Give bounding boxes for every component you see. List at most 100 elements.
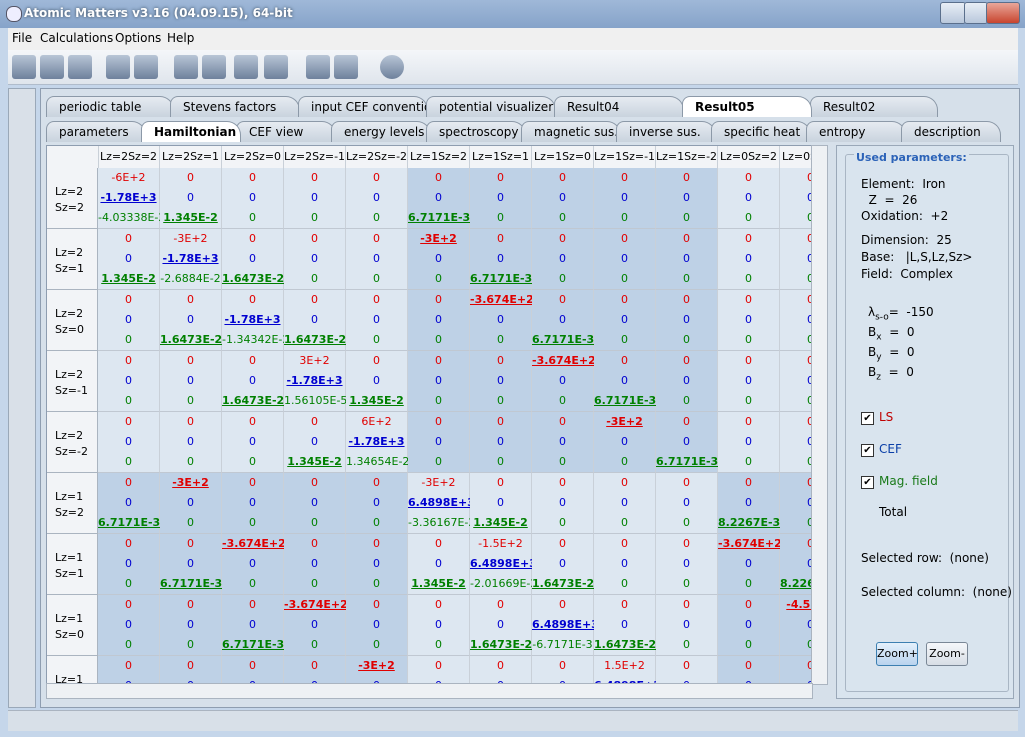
matrix-cell[interactable]: 000: [780, 229, 812, 290]
matrix-cell[interactable]: 0 0 6.7171E-3: [98, 473, 160, 534]
result-tab[interactable]: potential visualizer: [426, 96, 556, 117]
menu-item[interactable]: Options: [115, 31, 162, 45]
result-tab[interactable]: Result02: [810, 96, 938, 117]
matrix-cell[interactable]: 000: [780, 656, 812, 684]
matrix-cell[interactable]: 000: [284, 656, 346, 684]
input-button[interactable]: [174, 55, 198, 79]
result-tab[interactable]: Stevens factors: [170, 96, 300, 117]
matrix-cell[interactable]: 000: [470, 656, 532, 684]
matrix-cell[interactable]: 0 0 1.6473E-2: [470, 595, 532, 656]
matrix-cell[interactable]: 0 0 1.345E-2: [98, 229, 160, 290]
matrix-cell[interactable]: 0 0 6.7171E-3: [470, 229, 532, 290]
matrix-cell[interactable]: 0 0 8.2267E-3: [780, 534, 812, 595]
matrix-cell[interactable]: 0 0 6.7171E-3: [222, 595, 284, 656]
matrix-cell[interactable]: 0 0 1.345E-2: [346, 351, 408, 412]
view-tab[interactable]: specific heat: [711, 121, 811, 142]
matrix-cell[interactable]: -6E+2 -1.78E+3 -4.03338E-2: [98, 168, 165, 229]
matrix-cell[interactable]: 000: [780, 168, 812, 229]
matrix-cell[interactable]: 0 0 6.7171E-3: [160, 534, 222, 595]
matrix-cell[interactable]: 0 0 6.7171E-3: [408, 168, 470, 229]
matrix-cell[interactable]: 0 0 1.345E-2: [284, 412, 346, 473]
matrix-cell[interactable]: -3.674E+2 0 0: [284, 595, 348, 656]
matrix-cell[interactable]: 0 0 1.345E-2: [408, 534, 470, 595]
matrix-cell[interactable]: 0 0 1.6473E-2: [222, 351, 284, 412]
matrix-cell[interactable]: -3E+200: [346, 656, 408, 684]
view-tab[interactable]: parameters: [46, 121, 146, 142]
view-tab[interactable]: magnetic sus.: [521, 121, 621, 142]
calculator-button[interactable]: [202, 55, 226, 79]
matrix-cell[interactable]: -3.674E+2 0 0: [470, 290, 534, 351]
matrix-cell[interactable]: -3.674E+2 0 0: [718, 534, 782, 595]
matrix-cell[interactable]: 000: [98, 656, 160, 684]
zoom-button[interactable]: Zoom+: [876, 642, 918, 666]
matrix-cell[interactable]: 000: [160, 656, 222, 684]
save-button[interactable]: [12, 55, 36, 79]
matrix-cell[interactable]: 0 -1.78E+3 -1.34342E-2: [222, 290, 289, 351]
graph-button[interactable]: [264, 55, 288, 79]
checkbox[interactable]: ✔: [861, 444, 874, 457]
help-button[interactable]: [334, 55, 358, 79]
close-button[interactable]: [986, 2, 1020, 24]
matrix-cell[interactable]: 0 0 6.7171E-3: [532, 290, 594, 351]
matrix-cell[interactable]: 000: [222, 656, 284, 684]
menu-item[interactable]: Help: [167, 31, 195, 45]
minimize-button[interactable]: [940, 2, 966, 24]
matrix-cell[interactable]: -4.5E+2 0 0: [780, 595, 812, 656]
view-tab[interactable]: entropy: [806, 121, 906, 142]
zoom-button[interactable]: Zoom-: [926, 642, 968, 666]
matrix-cell[interactable]: 000: [780, 351, 812, 412]
matrix-cell[interactable]: 0 0 1.6473E-2: [160, 290, 222, 351]
matrix-cell[interactable]: 0 0 6.7171E-3: [656, 412, 718, 473]
matrix-cell[interactable]: 0 0 1.6473E-2: [532, 534, 594, 595]
matrix-cell[interactable]: 000: [408, 656, 470, 684]
export-button[interactable]: [68, 55, 92, 79]
matrix-cell[interactable]: 3E+2 -1.78E+3 1.56105E-5: [284, 351, 347, 412]
horizontal-scrollbar[interactable]: [46, 683, 813, 699]
matrix-cell[interactable]: 0 0 1.345E-2: [160, 168, 222, 229]
checkbox[interactable]: ✔: [861, 412, 874, 425]
matrix-cell[interactable]: 0 0 1.345E-2: [470, 473, 532, 534]
matrix-cell[interactable]: 000: [656, 656, 718, 684]
matrix-cell[interactable]: 0 6.4898E+3 -6.7171E-3: [532, 595, 599, 656]
view-tab[interactable]: CEF view: [236, 121, 336, 142]
matrix-cell[interactable]: -3.674E+2 0 0: [222, 534, 286, 595]
matrix-cell[interactable]: 000: [780, 412, 812, 473]
matrix-cell[interactable]: 1.5E+26.4898E+30: [594, 656, 661, 684]
matrix-cell[interactable]: 000: [718, 656, 780, 684]
matrix-cell[interactable]: 000: [780, 473, 812, 534]
maximize-button[interactable]: [964, 2, 988, 24]
matrix-button[interactable]: [234, 55, 258, 79]
matrix-cell[interactable]: -3E+2 6.4898E+3 -3.36167E-2: [408, 473, 475, 534]
matrix-cell[interactable]: 0 0 1.6473E-2: [222, 229, 284, 290]
matrix-cell[interactable]: -1.5E+2 6.4898E+3 -2.01669E-2: [470, 534, 537, 595]
